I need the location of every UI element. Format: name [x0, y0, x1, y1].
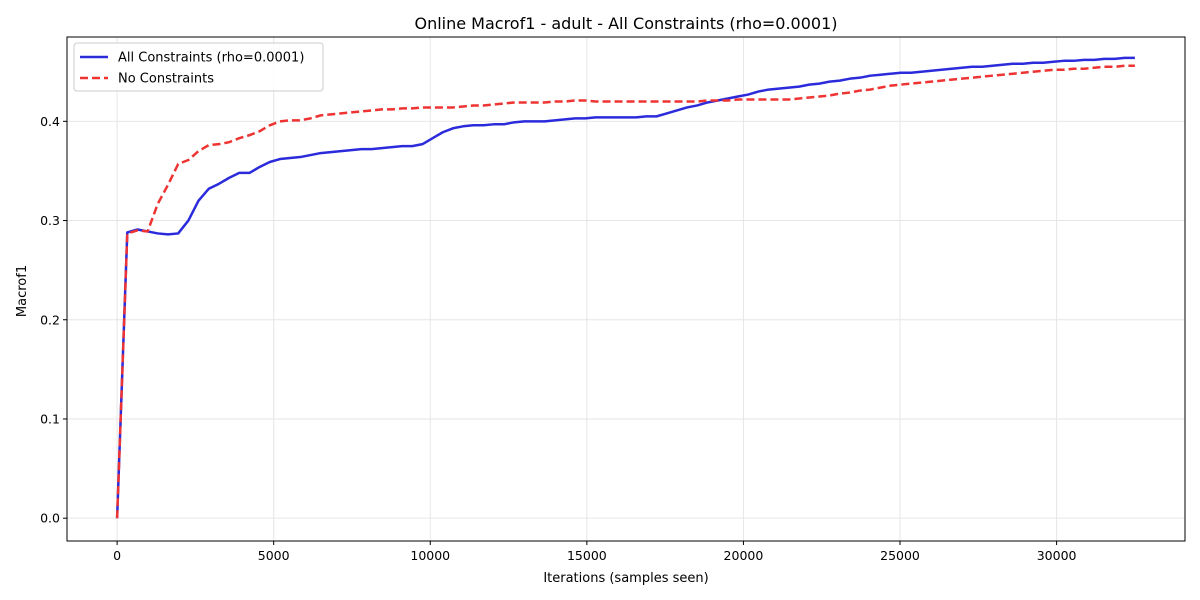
grid	[67, 37, 1185, 541]
x-tick-label: 10000	[410, 548, 450, 563]
plot-frame	[66, 36, 1186, 542]
x-tick-label: 15000	[567, 548, 607, 563]
series-line-no-constraints	[115, 64, 1135, 519]
series-lines	[115, 56, 1135, 519]
y-tick-label: 0.2	[40, 312, 60, 327]
legend-label: No Constraints	[118, 72, 214, 87]
chart-title: Online Macrof1 - adult - All Constraints…	[414, 14, 837, 33]
y-tick-label: 0.1	[40, 411, 60, 426]
x-tick-label: 5000	[258, 548, 290, 563]
x-tick-label: 0	[113, 548, 121, 563]
x-axis-label: Iterations (samples seen)	[543, 571, 708, 586]
axis-ticks: 0 5000 10000 15000 20000 25000 30000 0.0 0.1 0.2 0…	[40, 114, 1076, 563]
y-tick-label: 0.4	[40, 114, 60, 129]
x-tick-label: 25000	[880, 548, 920, 563]
legend-label: All Constraints (rho=0.0001)	[118, 51, 304, 66]
legend: All Constraints (rho=0.0001) No Constrain…	[73, 42, 324, 92]
y-tick-label: 0.0	[40, 511, 60, 526]
x-tick-label: 20000	[724, 548, 764, 563]
legend-box	[73, 42, 324, 92]
x-tick-label: 30000	[1037, 548, 1077, 563]
y-axis-label: Macrof1	[15, 265, 30, 317]
series-line-all-constraints	[115, 56, 1135, 519]
y-tick-label: 0.3	[40, 213, 60, 228]
